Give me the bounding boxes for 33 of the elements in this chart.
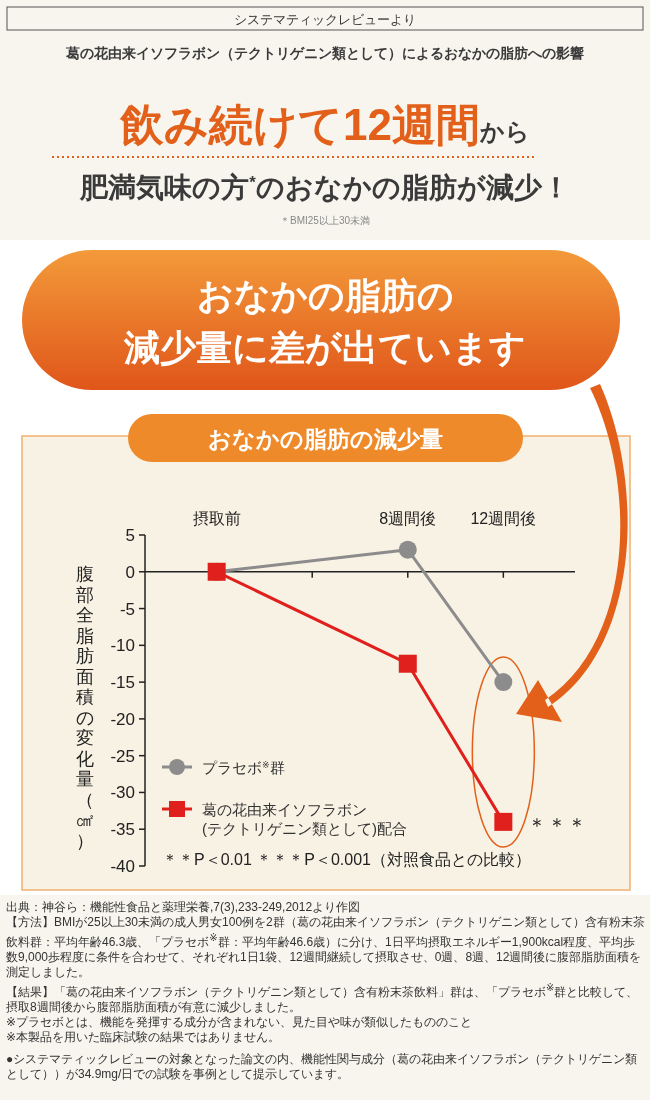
annotation: ＊＊＊ — [527, 813, 588, 836]
text: 腹部全脂肪面積の変化量（㎠） — [76, 564, 94, 851]
text: 飲み続けて12週間 — [119, 100, 480, 149]
text: システマティックレビューより — [234, 12, 416, 27]
text: おなかの脂肪の — [196, 275, 454, 316]
text: 【結果】「葛の花由来イソフラボン（テクトリゲニン類として）含有粉末茶飲料」群は、「プラセボ$^{※}$群と比較して、摂取8週間後から腹部脂肪面積が有意に減少しました。 — [6, 982, 639, 1014]
legend-label: プラセボ$^{※}$群 — [202, 759, 285, 776]
text: ●システマティックレビューの対象となった論文の内、機能性関与成分（葛の花由来イソフラボン（テクトリゲニン類として））が34.9mg/日での試験を事例として提示しています。 — [6, 1052, 639, 1082]
y-tick-label: -40 — [110, 857, 135, 876]
annotation: ＊＊P＜0.01 ＊＊＊P＜0.001（対照食品との比較） — [162, 851, 531, 868]
y-tick-label: -30 — [110, 783, 135, 803]
legend-label: 葛の花由来イソフラボン (テクトリゲニン類として)配合 — [202, 801, 407, 837]
x-tick-label: 8週間後 — [379, 510, 437, 527]
text: ※プラセボとは、機能を発揮する成分が含まれない、見た目や味が類似したもののこと — [6, 1015, 474, 1030]
chart-title: おなかの脂肪の減少量 — [207, 426, 443, 452]
text: 肥満気味の方$^{*}$のおなかの脂肪が減少！ — [79, 172, 570, 203]
source-note: 出典：神谷ら：機能性食品と薬理栄養,7(3),233-249,2012より作図 — [6, 900, 362, 915]
y-tick-label: -35 — [110, 820, 135, 840]
x-tick-label: 12週間後 — [470, 510, 537, 527]
x-tick-label: 摂取前 — [192, 510, 241, 527]
text: 【方法】BMIが25以上30未満の成人男女100例を2群（葛の花由来イソフラボン（テクトリゲニン類として）含有粉末茶飲料群：平均年齢46.3歳、「プラセボ$^{※}$群：平均年齢46.6歳）に分け、1日平均摂取エネルギー1,900kcal程度、平均歩数9,000歩程度に条件を合わせて、それぞれ1日1袋、12週間継続して摂取させ、0週、8週、12週間後に腹部脂肪面積を測定しました。 — [6, 915, 646, 980]
text: から — [478, 118, 530, 145]
y-tick-label: -5 — [119, 599, 135, 619]
y-tick-label: -10 — [110, 636, 135, 656]
y-tick-label: 0 — [125, 562, 135, 582]
y-tick-label: -20 — [110, 709, 135, 729]
y-tick-label: 5 — [125, 526, 135, 545]
text: ＊BMI25以上30未満 — [279, 215, 371, 226]
y-tick-label: -25 — [110, 746, 135, 766]
y-tick-label: -15 — [110, 673, 135, 693]
text: 葛の花由来イソフラボン（テクトリゲニン類として）によるおなかの脂肪への影響 — [65, 45, 584, 61]
text: 減少量に差が出ています — [123, 327, 526, 368]
text: ※本製品を用いた臨床試験の結果ではありません。 — [6, 1030, 282, 1045]
